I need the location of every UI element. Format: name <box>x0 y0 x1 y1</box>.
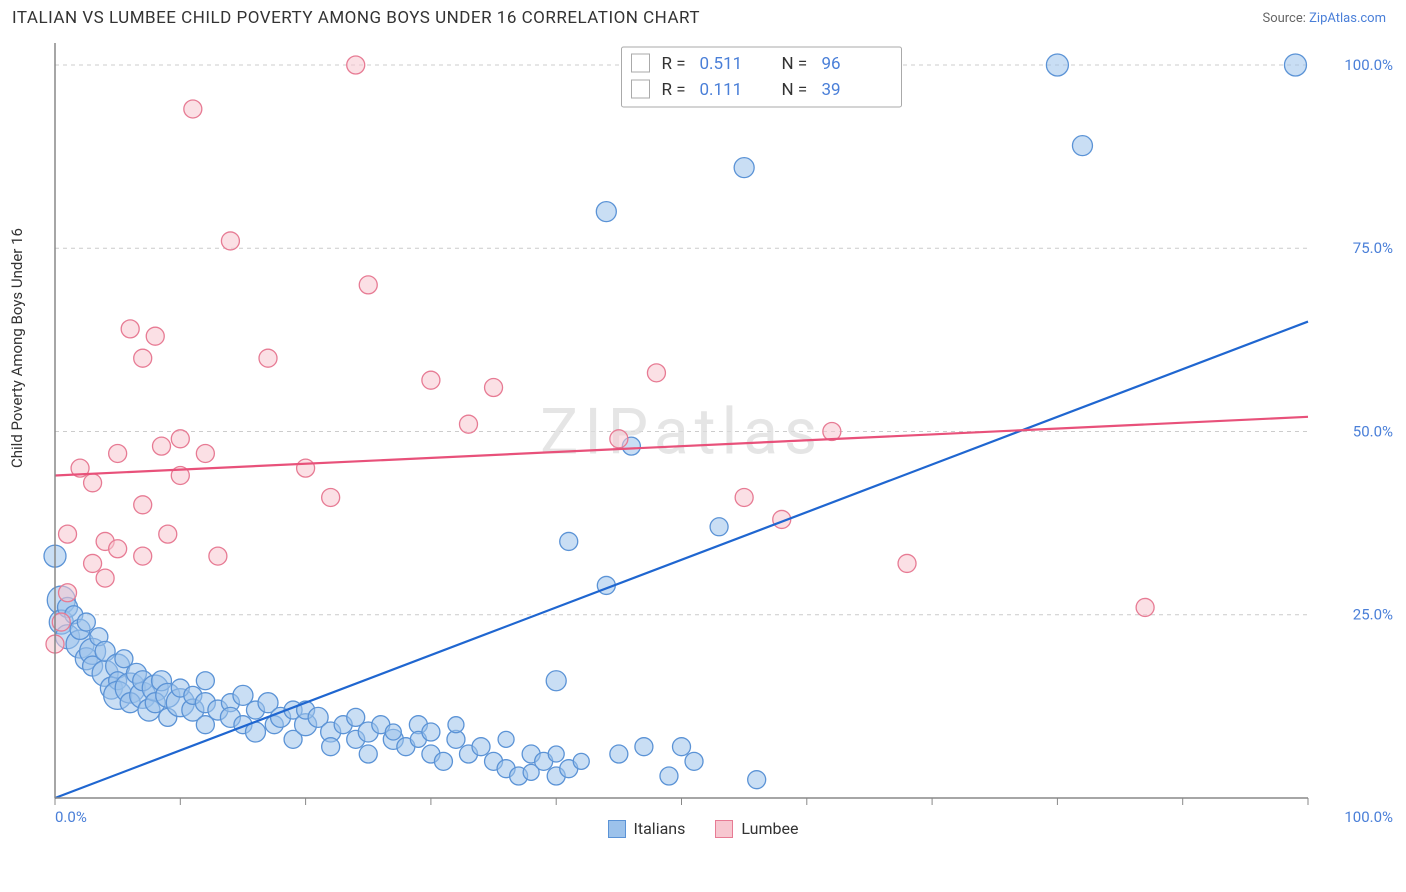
data-point <box>297 459 315 477</box>
data-point <box>610 745 628 763</box>
data-point <box>59 525 77 543</box>
data-point <box>1136 598 1154 616</box>
data-point <box>635 738 653 756</box>
data-point <box>748 771 766 789</box>
data-point <box>898 554 916 572</box>
source-prefix: Source: <box>1262 11 1309 26</box>
stats-swatch <box>632 80 650 98</box>
data-point <box>610 430 628 448</box>
data-point <box>710 518 728 536</box>
data-point <box>1046 54 1068 76</box>
data-point <box>259 349 277 367</box>
legend-label: Lumbee <box>741 819 798 838</box>
stats-text: 39 <box>822 80 841 100</box>
y-axis-label: Child Poverty Among Boys Under 16 <box>8 228 26 468</box>
data-point <box>84 474 102 492</box>
data-point <box>385 724 401 740</box>
data-point <box>734 158 754 178</box>
data-point <box>459 415 477 433</box>
data-point <box>647 364 665 382</box>
data-point <box>673 738 691 756</box>
y-tick-label: 50.0% <box>1353 422 1393 440</box>
data-point <box>685 752 703 770</box>
data-point <box>121 320 139 338</box>
legend-item: Italians <box>608 819 686 838</box>
watermark: ZIPatlas <box>540 394 823 469</box>
data-point <box>171 430 189 448</box>
data-point <box>109 444 127 462</box>
data-point <box>472 738 490 756</box>
stats-swatch <box>632 54 650 72</box>
data-point <box>134 547 152 565</box>
trend-line-italians <box>55 322 1308 798</box>
data-point <box>1072 136 1092 156</box>
data-point <box>596 202 616 222</box>
data-point <box>422 371 440 389</box>
data-point <box>134 496 152 514</box>
scatter-chart: 25.0%50.0%75.0%100.0%ZIPatlas0.0%100.0%R… <box>0 38 1406 838</box>
data-point <box>322 738 340 756</box>
data-point <box>498 731 514 747</box>
series-lumbee <box>46 56 1154 653</box>
stats-text: R = <box>662 80 686 100</box>
source-link[interactable]: ZipAtlas.com <box>1309 11 1386 26</box>
data-point <box>434 752 452 770</box>
data-point <box>209 547 227 565</box>
data-point <box>196 672 214 690</box>
data-point <box>660 767 678 785</box>
stats-text: 0.111 <box>700 80 743 100</box>
stats-text: 0.511 <box>700 54 743 74</box>
data-point <box>159 525 177 543</box>
stats-box: R = 0.511 N = 96 R = 0.111 N = 39 <box>622 47 902 107</box>
legend: Italians Lumbee <box>0 819 1406 838</box>
stats-text: N = <box>782 80 808 100</box>
data-point <box>84 554 102 572</box>
y-tick-label: 25.0% <box>1353 606 1393 624</box>
data-point <box>422 723 440 741</box>
data-point <box>735 488 753 506</box>
data-point <box>485 379 503 397</box>
data-point <box>196 444 214 462</box>
stats-text: R = <box>662 54 686 74</box>
data-point <box>359 745 377 763</box>
source-line: Source: ZipAtlas.com <box>1262 11 1386 26</box>
y-tick-label: 75.0% <box>1353 239 1393 257</box>
data-point <box>96 569 114 587</box>
data-point <box>146 327 164 345</box>
data-point <box>184 100 202 118</box>
data-point <box>448 717 464 733</box>
data-point <box>573 753 589 769</box>
data-point <box>77 613 95 631</box>
stats-text: N = <box>782 54 808 74</box>
data-point <box>109 540 127 558</box>
data-point <box>134 349 152 367</box>
data-point <box>322 488 340 506</box>
data-point <box>221 232 239 250</box>
chart-title: ITALIAN VS LUMBEE CHILD POVERTY AMONG BO… <box>12 8 700 28</box>
stats-text: 96 <box>822 54 841 74</box>
legend-swatch <box>715 820 733 838</box>
data-point <box>546 671 566 691</box>
data-point <box>359 276 377 294</box>
y-tick-label: 100.0% <box>1344 56 1393 74</box>
data-point <box>548 746 564 762</box>
data-point <box>153 437 171 455</box>
legend-item: Lumbee <box>715 819 798 838</box>
data-point <box>347 56 365 74</box>
legend-swatch <box>608 820 626 838</box>
data-point <box>560 532 578 550</box>
data-point <box>1284 54 1306 76</box>
legend-label: Italians <box>634 819 686 838</box>
data-point <box>59 584 77 602</box>
